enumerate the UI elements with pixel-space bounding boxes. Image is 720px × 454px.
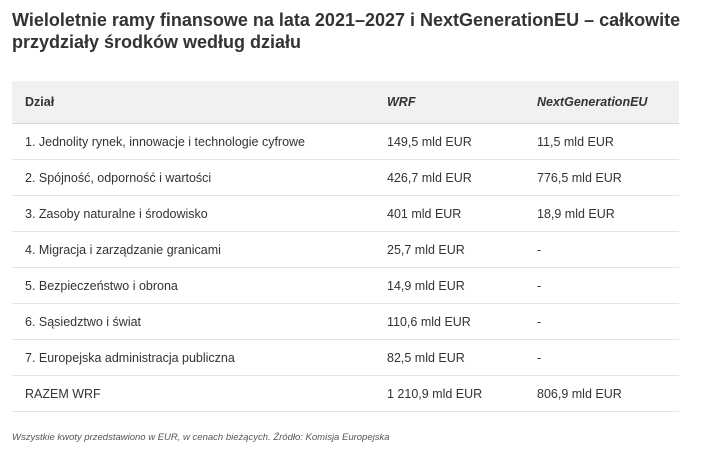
ngeu-value: 11,5 mld EUR (524, 123, 679, 160)
table-total-row: RAZEM WRF 1 210,9 mld EUR 806,9 mld EUR (12, 375, 679, 412)
ngeu-value: 776,5 mld EUR (524, 159, 679, 196)
ngeu-total-value: 806,9 mld EUR (524, 375, 679, 412)
wrf-value: 149,5 mld EUR (374, 123, 524, 160)
table-row: 7. Europejska administracja publiczna 82… (12, 339, 679, 376)
table-row: 4. Migracja i zarządzanie granicami 25,7… (12, 231, 679, 268)
ngeu-value: - (524, 267, 679, 304)
wrf-value: 426,7 mld EUR (374, 159, 524, 196)
wrf-value: 110,6 mld EUR (374, 303, 524, 340)
ngeu-value: - (524, 339, 679, 376)
wrf-value: 401 mld EUR (374, 195, 524, 232)
row-label: 7. Europejska administracja publiczna (12, 339, 374, 376)
allocations-table: Dział WRF NextGenerationEU 1. Jednolity … (12, 81, 679, 412)
wrf-value: 14,9 mld EUR (374, 267, 524, 304)
column-header-wrf: WRF (374, 81, 524, 124)
table-header-row: Dział WRF NextGenerationEU (12, 81, 679, 124)
page-title: Wieloletnie ramy finansowe na lata 2021–… (12, 10, 681, 52)
row-label: 6. Sąsiedztwo i świat (12, 303, 374, 340)
table-row: 1. Jednolity rynek, innowacje i technolo… (12, 123, 679, 160)
ngeu-value: - (524, 231, 679, 268)
source-footnote: Wszystkie kwoty przedstawiono w EUR, w c… (12, 432, 390, 443)
row-label: 4. Migracja i zarządzanie granicami (12, 231, 374, 268)
table-row: 3. Zasoby naturalne i środowisko 401 mld… (12, 195, 679, 232)
table-row: 2. Spójność, odporność i wartości 426,7 … (12, 159, 679, 196)
table-row: 6. Sąsiedztwo i świat 110,6 mld EUR - (12, 303, 679, 340)
row-label: 5. Bezpieczeństwo i obrona (12, 267, 374, 304)
row-label: 1. Jednolity rynek, innowacje i technolo… (12, 123, 374, 160)
wrf-total-value: 1 210,9 mld EUR (374, 375, 524, 412)
row-label: 2. Spójność, odporność i wartości (12, 159, 374, 196)
ngeu-value: 18,9 mld EUR (524, 195, 679, 232)
ngeu-value: - (524, 303, 679, 340)
column-header-dzial: Dział (12, 81, 374, 124)
table-row: 5. Bezpieczeństwo i obrona 14,9 mld EUR … (12, 267, 679, 304)
wrf-value: 25,7 mld EUR (374, 231, 524, 268)
wrf-value: 82,5 mld EUR (374, 339, 524, 376)
column-header-ngeu: NextGenerationEU (524, 81, 679, 124)
row-label: 3. Zasoby naturalne i środowisko (12, 195, 374, 232)
total-label: RAZEM WRF (12, 375, 374, 412)
